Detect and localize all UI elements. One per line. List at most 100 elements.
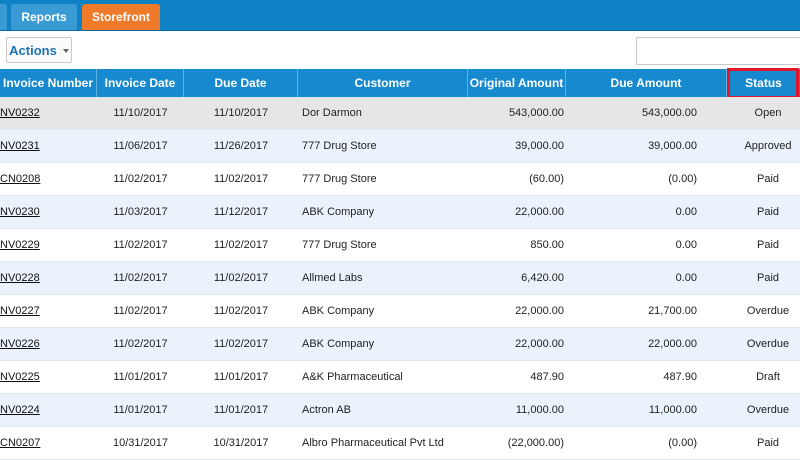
column-header-original-amount[interactable]: Original Amount xyxy=(468,69,566,97)
invoice-number-link[interactable]: NV0229 xyxy=(0,239,40,251)
status-text: Overdue xyxy=(746,338,790,350)
due-date-cell: 11/02/2017 xyxy=(213,239,269,251)
table-row[interactable]: NV0229 11/02/2017 11/02/2017 777 Drug St… xyxy=(0,229,800,262)
top-nav-bar: Reports Storefront xyxy=(0,0,800,31)
customer-cell: A&K Pharmaceutical xyxy=(302,371,403,383)
status-cell: Overdue xyxy=(727,328,800,360)
customer-cell: Allmed Labs xyxy=(302,272,363,284)
invoice-number-cell: CN0207 xyxy=(0,427,97,459)
table-row[interactable]: NV0231 11/06/2017 11/26/2017 777 Drug St… xyxy=(0,130,800,163)
original-amount-cell: (60.00) xyxy=(529,173,564,185)
status-text: Paid xyxy=(756,239,780,251)
table-row[interactable]: NV0225 11/01/2017 11/01/2017 A&K Pharmac… xyxy=(0,361,800,394)
column-header-due-amount[interactable]: Due Amount xyxy=(566,69,727,97)
invoice-number-link[interactable]: NV0228 xyxy=(0,272,40,284)
column-header-due-date[interactable]: Due Date xyxy=(184,69,298,97)
invoice-number-link[interactable]: CN0207 xyxy=(0,437,41,449)
due-date-cell: 11/02/2017 xyxy=(213,173,269,185)
status-text: Paid xyxy=(756,206,780,218)
due-amount-cell: 543,000.00 xyxy=(641,107,697,119)
table-row[interactable]: NV0227 11/02/2017 11/02/2017 ABK Company… xyxy=(0,295,800,328)
table-row[interactable]: CN0208 11/02/2017 11/02/2017 777 Drug St… xyxy=(0,163,800,196)
invoice-number-cell: CN0208 xyxy=(0,163,97,195)
invoice-date-cell: 11/02/2017 xyxy=(113,338,168,350)
toolbar: Actions xyxy=(0,31,800,68)
status-cell: Paid xyxy=(727,229,800,261)
tab-reports[interactable]: Reports xyxy=(11,4,77,30)
status-text: Paid xyxy=(756,437,780,449)
invoice-number-link[interactable]: NV0232 xyxy=(0,107,40,119)
due-date-cell: 11/12/2017 xyxy=(213,206,269,218)
customer-cell: 777 Drug Store xyxy=(302,140,377,152)
caret-down-icon xyxy=(62,49,69,53)
table-row[interactable]: NV0228 11/02/2017 11/02/2017 Allmed Labs… xyxy=(0,262,800,295)
invoice-number-link[interactable]: NV0224 xyxy=(0,404,40,416)
invoice-date-cell: 11/02/2017 xyxy=(113,239,168,251)
invoice-number-cell: NV0227 xyxy=(0,295,97,327)
due-date-cell: 11/26/2017 xyxy=(213,140,269,152)
status-text: Paid xyxy=(756,173,780,185)
original-amount-cell: 11,000.00 xyxy=(515,404,564,416)
actions-label: Actions xyxy=(9,42,57,58)
status-cell: Overdue xyxy=(727,295,800,327)
invoice-date-cell: 11/06/2017 xyxy=(113,140,168,152)
invoice-number-cell: NV0230 xyxy=(0,196,97,228)
due-date-cell: 10/31/2017 xyxy=(213,437,269,449)
customer-cell: ABK Company xyxy=(302,206,375,218)
column-header-invoice-number[interactable]: Invoice Number xyxy=(0,69,97,97)
due-amount-cell: 11,000.00 xyxy=(648,404,697,416)
due-amount-cell: 0.00 xyxy=(675,239,697,251)
original-amount-cell: 22,000.00 xyxy=(515,305,564,317)
invoice-date-cell: 11/01/2017 xyxy=(113,404,168,416)
customer-cell: 777 Drug Store xyxy=(302,239,377,251)
invoice-number-cell: NV0229 xyxy=(0,229,97,261)
invoice-number-link[interactable]: NV0226 xyxy=(0,338,40,350)
actions-dropdown-button[interactable]: Actions xyxy=(6,37,72,63)
customer-cell: 777 Drug Store xyxy=(302,173,377,185)
invoice-date-cell: 11/10/2017 xyxy=(113,107,168,119)
status-cell: Paid xyxy=(727,196,800,228)
status-text: Overdue xyxy=(746,404,790,416)
customer-cell: Albro Pharmaceutical Pvt Ltd xyxy=(302,437,444,449)
table-header: Invoice Number Invoice Date Due Date Cus… xyxy=(0,68,800,99)
status-cell: Paid xyxy=(727,427,800,459)
tab-partial[interactable] xyxy=(0,4,7,30)
status-text: Approved xyxy=(744,140,792,152)
invoice-number-link[interactable]: NV0230 xyxy=(0,206,40,218)
status-text: Paid xyxy=(756,272,780,284)
search-input[interactable] xyxy=(636,37,800,65)
tab-storefront[interactable]: Storefront xyxy=(82,4,160,30)
due-amount-cell: 39,000.00 xyxy=(648,140,697,152)
status-text: Draft xyxy=(756,371,780,383)
table-row[interactable]: NV0230 11/03/2017 11/12/2017 ABK Company… xyxy=(0,196,800,229)
table-row[interactable]: NV0226 11/02/2017 11/02/2017 ABK Company… xyxy=(0,328,800,361)
status-cell: Open xyxy=(727,97,800,129)
invoice-date-cell: 10/31/2017 xyxy=(112,437,169,449)
column-header-invoice-date[interactable]: Invoice Date xyxy=(97,69,184,97)
column-header-status[interactable]: Status xyxy=(745,76,782,90)
invoice-date-cell: 11/03/2017 xyxy=(113,206,168,218)
table-row[interactable]: NV0224 11/01/2017 11/01/2017 Actron AB 1… xyxy=(0,394,800,427)
column-header-customer[interactable]: Customer xyxy=(298,69,468,97)
invoice-number-link[interactable]: NV0227 xyxy=(0,305,40,317)
original-amount-cell: 6,420.00 xyxy=(521,272,564,284)
original-amount-cell: (22,000.00) xyxy=(507,437,564,449)
table-row[interactable]: CN0207 10/31/2017 10/31/2017 Albro Pharm… xyxy=(0,427,800,460)
customer-cell: Dor Darmon xyxy=(302,107,362,119)
status-cell: Overdue xyxy=(727,394,800,426)
due-date-cell: 11/02/2017 xyxy=(213,305,269,317)
customer-cell: ABK Company xyxy=(302,305,375,317)
invoice-number-cell: NV0231 xyxy=(0,130,97,162)
status-cell: Paid xyxy=(727,262,800,294)
due-amount-cell: 0.00 xyxy=(675,272,697,284)
invoice-date-cell: 11/02/2017 xyxy=(113,272,168,284)
status-cell: Approved xyxy=(727,130,800,162)
invoice-number-link[interactable]: NV0231 xyxy=(0,140,40,152)
invoice-number-link[interactable]: CN0208 xyxy=(0,173,41,185)
due-date-cell: 11/01/2017 xyxy=(213,371,269,383)
due-amount-cell: 0.00 xyxy=(675,206,697,218)
invoice-number-link[interactable]: NV0225 xyxy=(0,371,40,383)
table-row[interactable]: NV0232 11/10/2017 11/10/2017 Dor Darmon … xyxy=(0,97,800,130)
status-text: Overdue xyxy=(746,305,790,317)
invoice-date-cell: 11/01/2017 xyxy=(113,371,168,383)
